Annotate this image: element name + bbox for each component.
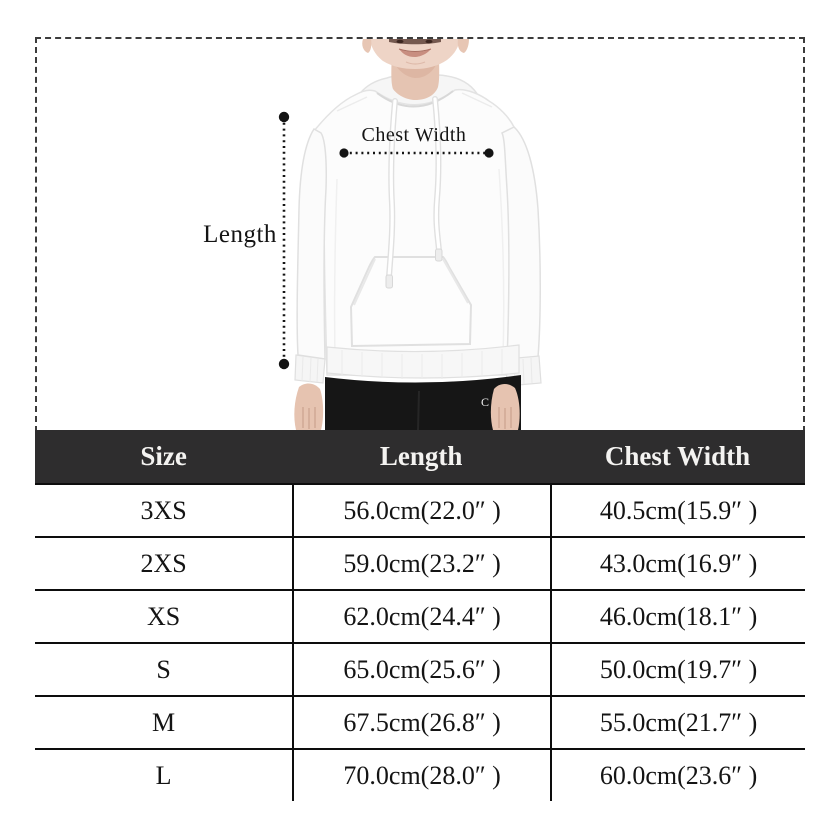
brand-logo-c: C (481, 395, 489, 409)
length-cell: 56.0cm(22.0″ ) (292, 485, 550, 536)
dashed-border-frame: C Length Chest Wi (35, 37, 805, 801)
length-cell: 62.0cm(24.4″ ) (292, 591, 550, 642)
product-photo: C Length Chest Wi (37, 39, 803, 430)
length-measure-line (278, 111, 290, 370)
table-row: S 65.0cm(25.6″ ) 50.0cm(19.7″ ) (35, 642, 805, 695)
table-row: L 70.0cm(28.0″ ) 60.0cm(23.6″ ) (35, 748, 805, 801)
drawstring-right (432, 96, 443, 262)
size-cell: 2XS (140, 548, 187, 578)
chest-width-cell: 40.5cm(15.9″ ) (550, 485, 805, 536)
chest-width-cell: 60.0cm(23.6″ ) (550, 750, 805, 801)
pants: C (325, 375, 521, 430)
table-row: 2XS 59.0cm(23.2″ ) 43.0cm(16.9″ ) (35, 536, 805, 589)
length-cell: 70.0cm(28.0″ ) (292, 750, 550, 801)
chest-width-measure-line (339, 148, 494, 158)
chest-width-cell: 50.0cm(19.7″ ) (550, 644, 805, 695)
left-sleeve (294, 127, 327, 384)
header-size: Size (140, 441, 187, 471)
table-row: 3XS 56.0cm(22.0″ ) 40.5cm(15.9″ ) (35, 483, 805, 536)
size-cell: S (156, 654, 171, 684)
drawstring-left (385, 98, 398, 289)
chest-width-cell: 43.0cm(16.9″ ) (550, 538, 805, 589)
header-chest-width: Chest Width (604, 441, 751, 471)
right-ear (457, 39, 469, 53)
chest-width-cell: 55.0cm(21.7″ ) (550, 697, 805, 748)
kangaroo-pocket (349, 256, 473, 348)
size-cell: L (155, 760, 172, 790)
chest-width-cell: 46.0cm(18.1″ ) (550, 591, 805, 642)
model-hoodie-illustration: C (278, 39, 542, 430)
mouth (399, 49, 431, 57)
size-cell: M (152, 707, 176, 737)
length-cell: 67.5cm(26.8″ ) (292, 697, 550, 748)
model-face (362, 39, 469, 100)
length-cell: 65.0cm(25.6″ ) (292, 644, 550, 695)
right-hand (490, 383, 520, 430)
left-ear (362, 39, 372, 53)
length-cell: 59.0cm(23.2″ ) (292, 538, 550, 589)
left-hand (294, 383, 324, 430)
table-row: M 67.5cm(26.8″ ) 55.0cm(21.7″ ) (35, 695, 805, 748)
table-header-row: Size Length Chest Width (35, 430, 805, 483)
hem-band (326, 344, 520, 379)
size-cell: XS (146, 601, 181, 631)
size-cell: 3XS (140, 495, 187, 525)
table-row: XS 62.0cm(24.4″ ) 46.0cm(18.1″ ) (35, 589, 805, 642)
header-length: Length (379, 441, 463, 471)
size-table: Size Length Chest Width 3XS 56.0cm(22.0″… (35, 430, 805, 801)
